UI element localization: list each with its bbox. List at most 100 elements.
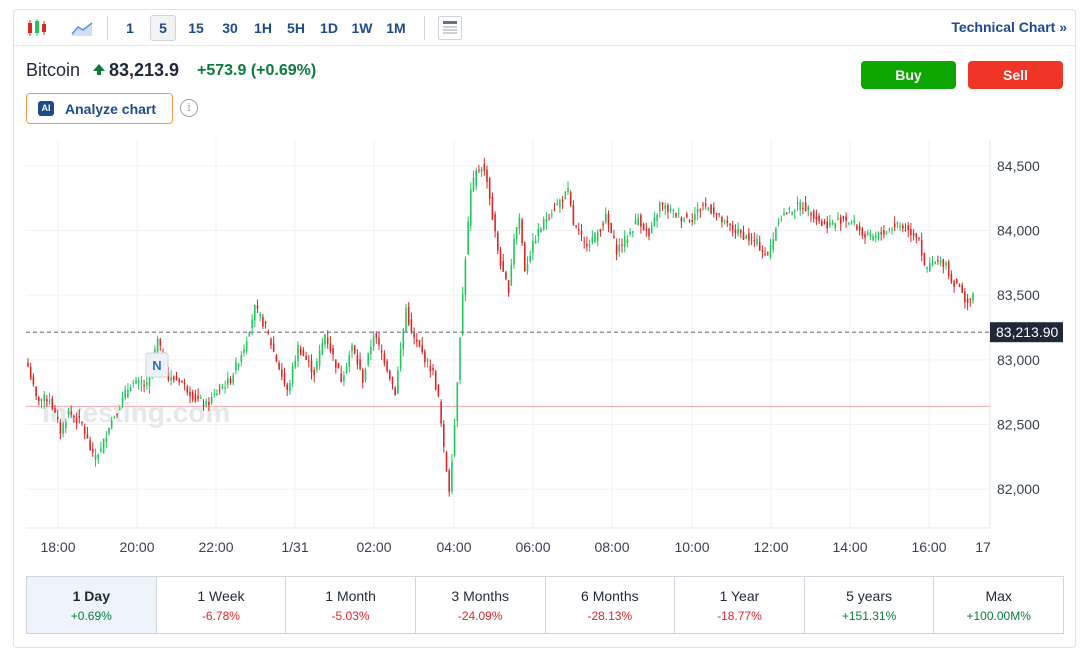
- candle-body: [629, 231, 631, 234]
- candle-body: [642, 224, 645, 231]
- candle-body: [507, 280, 510, 294]
- candle-body: [59, 422, 62, 434]
- candle-body: [926, 266, 928, 269]
- interval-1[interactable]: 1: [126, 20, 134, 36]
- range-tab-5-years[interactable]: 5 years +151.31%: [805, 577, 935, 633]
- candle-body: [780, 218, 783, 220]
- interval-1h[interactable]: 1H: [254, 20, 272, 36]
- candle-body: [578, 229, 580, 231]
- interval-1w[interactable]: 1W: [351, 20, 373, 36]
- candle-body: [615, 244, 618, 255]
- candle-body: [391, 377, 394, 385]
- candle-body: [591, 237, 594, 243]
- candle-body: [588, 244, 591, 246]
- candle-body: [278, 362, 280, 370]
- candlestick-icon[interactable]: [25, 16, 49, 40]
- range-change: -18.77%: [717, 609, 762, 623]
- interval-5h[interactable]: 5H: [287, 20, 305, 36]
- candle-body: [218, 389, 221, 391]
- candle-body: [399, 349, 402, 369]
- candle-body: [251, 319, 253, 329]
- candle-body: [966, 298, 969, 303]
- interval-5[interactable]: 5: [150, 15, 176, 41]
- range-tab-1-week[interactable]: 1 Week -6.78%: [157, 577, 287, 633]
- candle-body: [950, 274, 953, 283]
- interval-30[interactable]: 30: [222, 20, 238, 36]
- buy-button[interactable]: Buy: [861, 61, 956, 89]
- candle-body: [769, 246, 772, 258]
- candle-body: [683, 219, 685, 222]
- range-tab-1-day[interactable]: 1 Day +0.69%: [27, 577, 157, 633]
- candle-body: [92, 449, 94, 453]
- candle-body: [810, 213, 812, 216]
- candle-body: [197, 395, 199, 400]
- candle-body: [370, 346, 372, 355]
- candle-body: [386, 360, 388, 372]
- candle-body: [972, 293, 974, 301]
- technical-chart-link[interactable]: Technical Chart »: [951, 19, 1067, 35]
- candle-body: [367, 352, 369, 365]
- candle-body: [599, 229, 602, 232]
- range-label: 1 Week: [197, 588, 245, 604]
- candle-body: [893, 223, 896, 228]
- candle-body: [27, 362, 29, 367]
- info-icon[interactable]: i: [180, 99, 198, 117]
- candle-body: [923, 252, 926, 265]
- candle-body: [726, 220, 729, 224]
- range-tab-6-months[interactable]: 6 Months -28.13%: [546, 577, 676, 633]
- candle-body: [767, 252, 769, 254]
- interval-15[interactable]: 15: [188, 20, 204, 36]
- interval-1m[interactable]: 1M: [386, 20, 406, 36]
- candle-body: [245, 340, 248, 351]
- candle-body: [418, 339, 421, 347]
- candle-body: [939, 260, 942, 264]
- candle-body: [456, 382, 459, 421]
- candle-body: [443, 424, 445, 447]
- candle-body: [672, 209, 675, 212]
- candle-body: [656, 215, 658, 221]
- range-change: +100.00M%: [966, 609, 1031, 623]
- news-marker: [145, 352, 169, 378]
- candle-body: [389, 370, 391, 380]
- candle-body: [731, 224, 734, 230]
- analyze-chart-label: Analyze chart: [65, 101, 157, 117]
- candle-body: [937, 260, 939, 262]
- candle-body: [669, 208, 672, 211]
- price-change-pct: (+0.69%): [250, 62, 317, 79]
- candle-body: [275, 355, 278, 362]
- candle-body: [110, 419, 113, 428]
- candle-body: [710, 204, 712, 214]
- range-tab-1-year[interactable]: 1 Year -18.77%: [675, 577, 805, 633]
- range-tab-3-months[interactable]: 3 Months -24.09%: [416, 577, 546, 633]
- investing-watermark: Investing.com: [42, 397, 230, 428]
- candle-body: [934, 261, 936, 264]
- chart-widget: 1 5 15 30 1H 5H 1D 1W 1M Technical Chart…: [13, 9, 1076, 648]
- candle-body: [729, 223, 731, 226]
- candle-body: [262, 316, 264, 327]
- y-tick-label: 83,000: [997, 352, 1040, 368]
- candle-body: [432, 368, 434, 371]
- candle-body: [564, 191, 567, 199]
- candle-body: [831, 222, 834, 225]
- table-view-icon[interactable]: [438, 16, 462, 40]
- candle-body: [132, 382, 135, 384]
- sell-button[interactable]: Sell: [968, 61, 1063, 89]
- candle-body: [848, 222, 850, 224]
- candle-body: [777, 221, 780, 224]
- candle-body: [904, 230, 907, 232]
- analyze-chart-button[interactable]: AI Analyze chart: [26, 93, 173, 124]
- last-price: 83,213.9: [109, 60, 180, 80]
- area-chart-icon[interactable]: [70, 16, 94, 40]
- price-chart[interactable]: 82,000 82,500 83,000 83,500 84,000 84,500 18:0…: [14, 10, 1077, 565]
- candle-body: [213, 393, 216, 396]
- candle-body: [186, 386, 189, 393]
- range-tab-1-month[interactable]: 1 Month -5.03%: [286, 577, 416, 633]
- candle-body: [958, 284, 961, 287]
- interval-1d[interactable]: 1D: [320, 20, 338, 36]
- candle-body: [70, 412, 72, 415]
- ai-icon: AI: [38, 101, 54, 116]
- candle-body: [572, 204, 575, 225]
- candle-body: [899, 225, 901, 228]
- x-tick-label: 20:00: [119, 539, 154, 555]
- range-tab-max[interactable]: Max +100.00M%: [934, 577, 1063, 633]
